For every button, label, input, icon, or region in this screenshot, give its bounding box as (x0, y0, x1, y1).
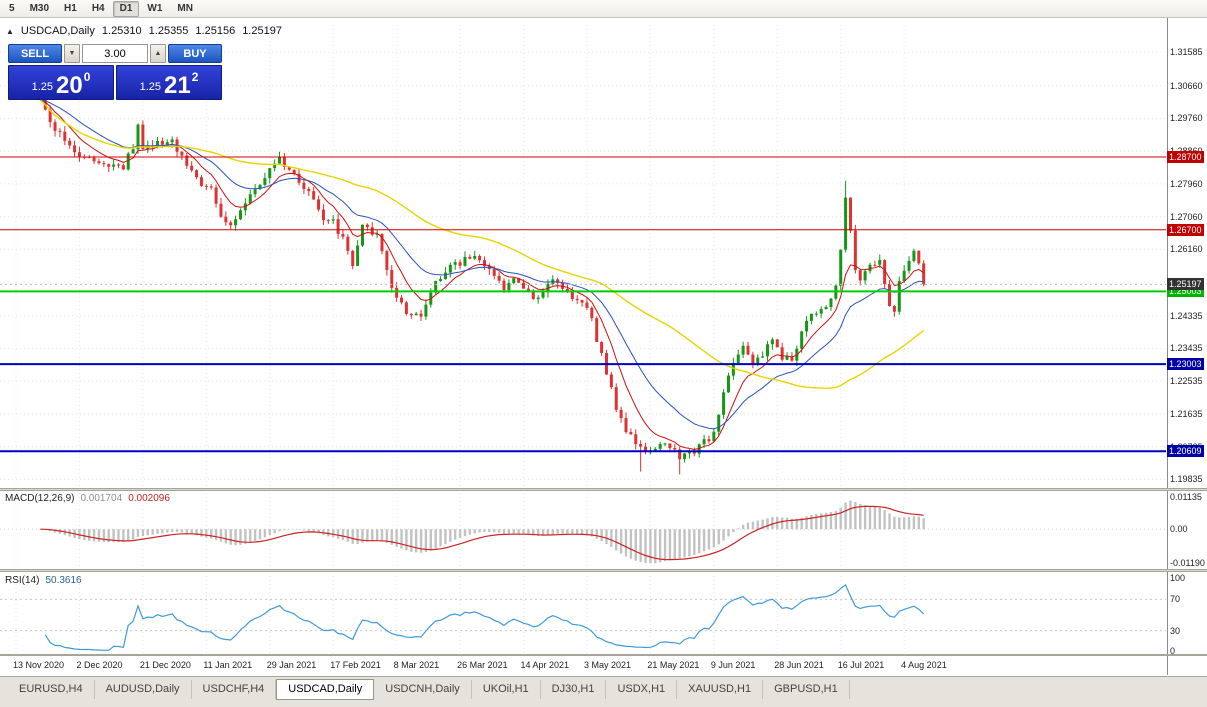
price-axis[interactable] (1167, 18, 1207, 675)
date-label: 17 Feb 2021 (330, 660, 381, 670)
macd-main-value: 0.001704 (80, 493, 123, 504)
date-label: 21 Dec 2020 (139, 660, 191, 670)
sell-price-base: 1.25 (31, 81, 54, 93)
price-tick-label: 1.26160 (1170, 244, 1203, 255)
timeframe-button-5[interactable]: 5 (9, 2, 15, 14)
ohlc-low: 1.25156 (195, 25, 236, 37)
price-tick-label: 1.19835 (1170, 474, 1203, 485)
bid-price-label: 1.25197 (1167, 278, 1204, 291)
ohlc-close: 1.25197 (242, 25, 282, 37)
price-tick-label: 1.27060 (1170, 211, 1203, 222)
chart-tab-bar: EURUSD,H4 AUDUSD,Daily USDCHF,H4 USDCAD,Dai… (0, 676, 1207, 707)
pane-splitter[interactable] (0, 488, 1207, 491)
pane-splitter[interactable] (0, 569, 1207, 572)
one-click-panel-toggle-icon[interactable]: ▲ (6, 27, 14, 36)
timeframe-button-m30[interactable]: M30 (29, 2, 50, 14)
symbol-ohlc-line: ▲ USDCAD,Daily 1.25310 1.25355 1.25156 1.2519… (6, 25, 289, 37)
date-label: 14 Apr 2021 (520, 660, 570, 670)
macd-label-row: MACD(12,26,9) 0.001704 0.002096 (5, 493, 170, 504)
rsi-axis-label: 100 (1170, 573, 1186, 583)
sell-price-display[interactable]: 1.25 20 0 (8, 65, 114, 100)
volume-decrease-button[interactable]: ▼ (64, 44, 80, 63)
price-line-label: 1.28700 (1167, 151, 1204, 163)
ohlc-open: 1.25310 (101, 25, 142, 37)
chart-tab-usdcad[interactable]: USDCAD,Daily (276, 679, 375, 700)
chart-tab-ukoil[interactable]: UKOil,H1 (472, 680, 541, 699)
timeframe-button-d1[interactable]: D1 (112, 0, 140, 17)
date-label: 9 Jun 2021 (710, 660, 756, 670)
sell-price-point: 0 (83, 70, 91, 84)
macd-label: MACD(12,26,9) (5, 493, 75, 504)
timeframe-button-h1[interactable]: H1 (64, 2, 77, 14)
macd-axis-label: 0.00 (1170, 524, 1188, 535)
rsi-value: 50.3616 (45, 575, 82, 586)
macd-axis-label: 0.01135 (1170, 492, 1202, 502)
one-click-trading-panel: SELL ▼ ▲ BUY 1.25 20 0 1.25 21 2 (8, 44, 222, 100)
chart-tab-usdchf[interactable]: USDCHF,H4 (192, 680, 277, 699)
sell-button[interactable]: SELL (8, 44, 62, 63)
date-label: 16 Jul 2021 (837, 660, 885, 670)
date-label: 26 Mar 2021 (457, 660, 508, 670)
chart-tab-usdcnh[interactable]: USDCNH,Daily (374, 680, 472, 699)
macd-pane[interactable] (0, 491, 1166, 569)
rsi-axis-label: 70 (1170, 594, 1181, 605)
buy-price-point: 2 (191, 70, 199, 84)
price-tick-label: 1.29760 (1170, 113, 1203, 124)
date-label: 28 Jun 2021 (774, 660, 824, 670)
price-line-label: 1.20609 (1167, 445, 1204, 458)
ohlc-high: 1.25355 (148, 25, 189, 37)
chart-tab-xauusd[interactable]: XAUUSD,H1 (677, 680, 764, 699)
price-tick-label: 1.27960 (1170, 178, 1203, 189)
timeframe-button-w1[interactable]: W1 (147, 2, 163, 14)
macd-signal-value: 0.002096 (128, 493, 170, 504)
rsi-label-row: RSI(14) 50.3616 (5, 575, 82, 586)
price-line-label: 1.26700 (1167, 223, 1204, 236)
sell-price-pips: 20 (56, 71, 83, 99)
chart-tab-dj30[interactable]: DJ30,H1 (541, 680, 607, 699)
chart-tab-eurusd[interactable]: EURUSD,H4 (8, 680, 95, 699)
rsi-axis-label: 0 (1170, 646, 1176, 656)
chart-tab-usdx[interactable]: USDX,H1 (606, 680, 678, 699)
date-label: 21 May 2021 (647, 660, 700, 670)
date-axis[interactable] (0, 656, 1166, 675)
chart-title: USDCAD,Daily (20, 25, 95, 37)
price-line-label: 1.23003 (1167, 358, 1204, 371)
date-label: 3 May 2021 (583, 660, 631, 670)
date-label: 29 Jan 2021 (266, 660, 317, 670)
buy-price-display[interactable]: 1.25 21 2 (116, 65, 222, 100)
price-tick-label: 1.30660 (1170, 80, 1203, 91)
date-label: 11 Jan 2021 (203, 660, 253, 670)
rsi-axis-label: 30 (1170, 625, 1181, 636)
macd-axis-label: -0.01190 (1170, 558, 1205, 568)
timeframe-button-h4[interactable]: H4 (91, 2, 105, 14)
chart-tab-audusd[interactable]: AUDUSD,Daily (95, 680, 192, 699)
price-tick-label: 1.21635 (1170, 408, 1203, 419)
date-label: 4 Aug 2021 (901, 660, 947, 670)
volume-increase-button[interactable]: ▲ (150, 44, 166, 63)
pane-splitter[interactable] (0, 654, 1207, 656)
chart-tab-gbpusd[interactable]: GBPUSD,H1 (763, 680, 850, 699)
timeframe-button-mn[interactable]: MN (177, 2, 193, 14)
timeframe-toolbar: 5 M30 H1 H4 D1 W1 MN (0, 0, 1207, 18)
date-label: 8 Mar 2021 (393, 660, 440, 670)
price-tick-label: 1.24335 (1170, 310, 1203, 321)
buy-price-base: 1.25 (139, 81, 162, 93)
volume-input[interactable] (82, 44, 148, 63)
date-label: 2 Dec 2020 (76, 660, 123, 670)
rsi-pane[interactable] (0, 572, 1166, 654)
buy-price-pips: 21 (164, 71, 191, 99)
buy-button[interactable]: BUY (168, 44, 222, 63)
price-tick-label: 1.31585 (1170, 47, 1203, 58)
date-label: 13 Nov 2020 (13, 660, 65, 670)
price-tick-label: 1.23435 (1170, 343, 1203, 354)
price-tick-label: 1.22535 (1170, 376, 1203, 387)
rsi-label: RSI(14) (5, 575, 40, 586)
